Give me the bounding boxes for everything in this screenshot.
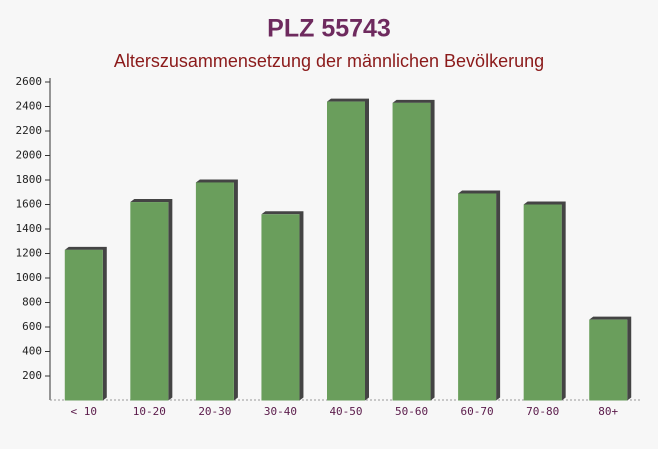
x-tick-label: 50-60 [395,405,428,418]
x-tick-label: < 10 [71,405,98,418]
chart-title: PLZ 55743 [267,15,391,43]
x-tick-label: 60-70 [461,405,494,418]
x-tick-label: 70-80 [526,405,559,418]
y-tick-label: 2000 [16,149,43,162]
bar [392,102,431,401]
x-tick-label: 80+ [598,405,618,418]
y-tick-label: 2600 [16,75,43,88]
bar [64,249,103,401]
bar [327,101,365,401]
y-tick-label: 600 [22,320,42,333]
bar [523,204,562,401]
y-tick-label: 200 [22,369,42,382]
y-tick-label: 800 [22,296,42,309]
x-tick-label: 40-50 [329,405,362,418]
y-tick-label: 1400 [16,222,43,235]
bar [130,202,169,401]
bar [261,214,300,401]
y-tick-label: 2400 [16,100,43,113]
y-tick-label: 1600 [16,198,43,211]
y-tick-label: 1800 [16,173,43,186]
y-tick-label: 1000 [16,271,43,284]
y-tick-label: 1200 [16,247,43,260]
y-tick-label: 400 [22,345,42,358]
x-tick-label: 10-20 [133,405,166,418]
y-tick-label: 2200 [16,124,43,137]
bar [589,319,628,401]
x-tick-label: 30-40 [264,405,297,418]
chart-subtitle: Alterszusammensetzung der männlichen Bev… [114,51,544,71]
bar [195,182,234,401]
x-tick-label: 20-30 [198,405,231,418]
bar [458,193,497,401]
